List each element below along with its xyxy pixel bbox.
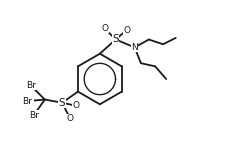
Text: O: O (101, 24, 108, 33)
Text: Br: Br (26, 81, 36, 90)
Text: S: S (59, 98, 65, 108)
Text: Br: Br (22, 97, 32, 106)
Text: N: N (131, 43, 138, 52)
Text: O: O (123, 26, 130, 34)
Text: S: S (112, 34, 119, 45)
Text: Br: Br (29, 111, 39, 120)
Text: O: O (73, 101, 80, 110)
Text: O: O (67, 114, 74, 123)
